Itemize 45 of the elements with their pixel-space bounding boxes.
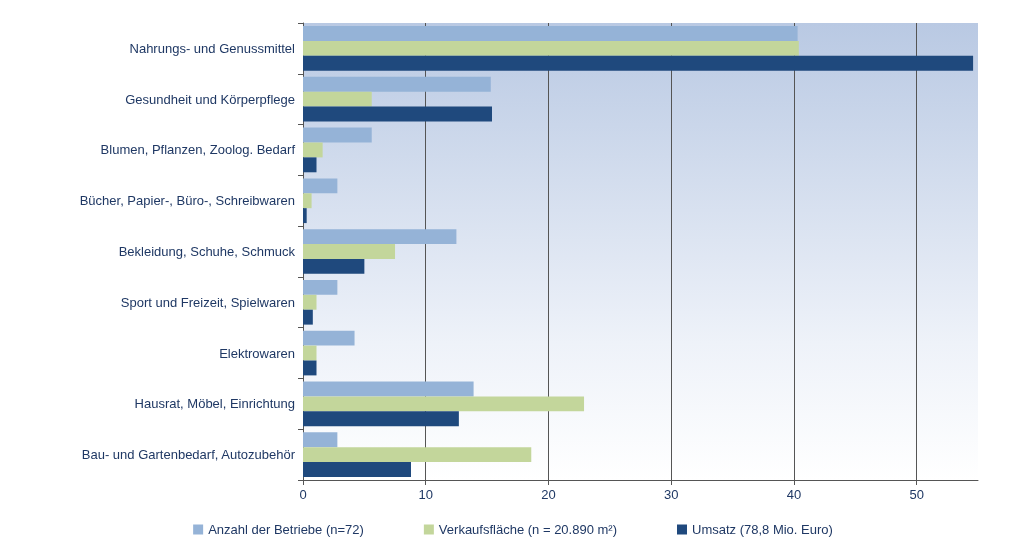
y-tick-label: Bekleidung, Schuhe, Schmuck xyxy=(118,244,296,259)
bar xyxy=(303,106,492,122)
bar xyxy=(303,360,317,376)
x-tick-label: 50 xyxy=(909,487,924,502)
y-tick-label: Blumen, Pflanzen, Zoolog. Bedarf xyxy=(100,142,296,158)
x-tick-label: 30 xyxy=(663,487,679,502)
y-tick-label: Gesundheit und Körperpflege xyxy=(125,91,295,107)
bar xyxy=(303,91,372,107)
bar xyxy=(303,40,799,56)
bar xyxy=(303,330,355,346)
bar xyxy=(303,229,457,245)
bar xyxy=(303,208,307,224)
bar xyxy=(303,411,459,427)
y-tick-label: Nahrungs- und Genussmittel xyxy=(129,40,296,56)
legend-label: Anzahl der Betriebe (n=72) xyxy=(208,522,364,537)
bar xyxy=(303,142,323,158)
bar xyxy=(303,294,317,310)
bar xyxy=(303,432,338,448)
bar xyxy=(303,55,974,71)
bar xyxy=(303,26,798,41)
bar xyxy=(303,462,411,477)
x-tick-label: 40 xyxy=(786,487,802,502)
legend-label: Verkaufsfläche (n = 20.890 m²) xyxy=(438,522,617,537)
bar xyxy=(303,76,491,92)
bar xyxy=(303,309,313,325)
bar xyxy=(303,157,317,173)
y-tick-label: Bücher, Papier-, Büro-, Schreibwaren xyxy=(79,193,295,209)
bar xyxy=(303,193,312,209)
legend-label: Umsatz (78,8 Mio. Euro) xyxy=(691,522,833,537)
bar xyxy=(303,127,372,143)
x-tick-label: 10 xyxy=(418,487,433,502)
bar xyxy=(303,244,396,259)
x-tick-label: 0 xyxy=(299,487,307,502)
bar xyxy=(303,381,474,397)
bar xyxy=(303,279,338,295)
bar xyxy=(303,178,338,194)
x-tick-label: 20 xyxy=(541,487,556,502)
y-tick-label: Hausrat, Möbel, Einrichtung xyxy=(134,396,295,412)
y-tick-label: Elektrowaren xyxy=(219,345,295,361)
y-tick-label: Bau- und Gartenbedarf, Autozubehör xyxy=(81,447,296,463)
y-tick-label: Sport und Freizeit, Spielwaren xyxy=(120,294,295,310)
bar xyxy=(303,258,365,274)
bar xyxy=(303,447,532,463)
bar xyxy=(303,345,317,361)
bar xyxy=(303,396,585,412)
